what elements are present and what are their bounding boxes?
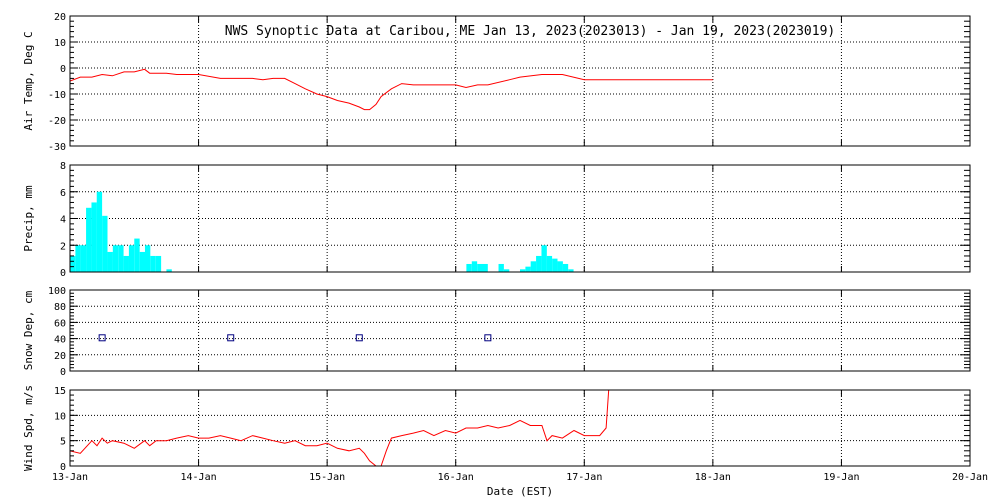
precip-bar (107, 251, 113, 272)
y-tick-label: 20 (54, 12, 66, 23)
precip-bar (482, 263, 488, 272)
panel-2: 100 80 60 40 20 0 Snow Dep, cm (22, 286, 971, 378)
y-tick-label: 20 (54, 351, 66, 362)
precip-bar (144, 245, 151, 272)
precip-bar (123, 255, 129, 272)
precip-bar (128, 245, 135, 272)
y-tick-label: 100 (48, 286, 66, 297)
y-axis-label: Precip, mm (22, 185, 35, 252)
y-tick-label: -10 (48, 90, 66, 101)
precip-bar (536, 255, 542, 272)
precip-bar (568, 269, 574, 272)
precip-bar (503, 269, 510, 272)
precip-bar (139, 251, 146, 272)
x-tick-label: 19-Jan (823, 472, 859, 483)
x-tick-label: 20-Jan (952, 472, 988, 483)
panel-1-data (70, 191, 574, 272)
precip-bar (546, 255, 553, 272)
chart-title: NWS Synoptic Data at Caribou, ME Jan 13,… (225, 24, 835, 39)
y-tick-label: 0 (60, 367, 66, 378)
panel-0: 20 10 0 -10 -20 -30 Air Temp, Deg C (22, 12, 971, 153)
precip-bar (96, 191, 103, 272)
y-tick-label: 0 (60, 462, 66, 473)
precip-bar (75, 245, 81, 272)
snow-depth-point (355, 334, 363, 342)
series-line (70, 68, 713, 111)
y-tick-label: 80 (54, 302, 66, 313)
panel-frame (69, 389, 971, 467)
precip-bar (466, 263, 472, 272)
precip-bar (80, 245, 87, 272)
precip-bar (134, 238, 140, 272)
x-tick-label: 15-Jan (309, 472, 345, 483)
precip-bar (91, 202, 97, 272)
precip-bar (530, 261, 537, 272)
precip-bar (112, 245, 119, 272)
precip-bar (557, 261, 563, 272)
y-axis-label: Air Temp, Deg C (22, 31, 35, 130)
y-tick-label: 5 (60, 437, 66, 448)
x-tick-label: 14-Jan (181, 472, 217, 483)
panel-1: 8 6 4 2 0 Precip, mm (22, 161, 971, 279)
panel-frame (69, 15, 971, 147)
y-tick-label: 60 (54, 318, 66, 329)
precip-bar (86, 207, 92, 272)
precip-bar (477, 263, 483, 272)
x-tick-label: 16-Jan (438, 472, 474, 483)
precip-bar (525, 266, 531, 272)
snow-depth-point (227, 334, 235, 342)
precip-bar (166, 269, 172, 272)
y-tick-label: 10 (54, 411, 66, 422)
x-tick-label: 18-Jan (695, 472, 731, 483)
panel-frame (69, 289, 971, 372)
y-tick-label: 0 (60, 268, 66, 279)
precip-bar (541, 245, 547, 272)
precip-bar (562, 263, 569, 272)
x-axis-label: Date (EST) (487, 485, 553, 498)
panel-3-data (70, 390, 610, 466)
y-axis-label: Snow Dep, cm (22, 290, 35, 370)
x-tick-label: 17-Jan (566, 472, 602, 483)
precip-bar (118, 245, 124, 272)
panel-2-data (98, 334, 492, 342)
series-line (70, 390, 610, 466)
panel-3: 15 10 5 0 Wind Spd, m/s (22, 385, 971, 473)
precip-bar (150, 255, 156, 272)
precip-bar (498, 263, 504, 272)
y-axis-label: Wind Spd, m/s (22, 385, 35, 471)
precip-bar (70, 255, 76, 272)
y-tick-label: -20 (48, 116, 66, 127)
y-tick-label: 15 (54, 386, 66, 397)
x-tick-label: 13-Jan (52, 472, 88, 483)
y-tick-label: 6 (60, 188, 66, 199)
panel-0-data (70, 68, 713, 111)
y-tick-label: 2 (60, 241, 66, 252)
y-tick-label: -30 (48, 142, 66, 153)
y-tick-label: 10 (54, 38, 66, 49)
snow-depth-point (98, 334, 106, 342)
precip-bar (471, 261, 478, 272)
y-tick-label: 40 (54, 335, 66, 346)
precip-bar (552, 258, 558, 272)
precip-bar (155, 255, 162, 272)
y-tick-label: 4 (60, 215, 66, 226)
precip-bar (520, 269, 526, 272)
precip-bar (102, 215, 108, 272)
snow-depth-point (484, 334, 492, 342)
y-tick-label: 0 (60, 64, 66, 75)
y-tick-label: 8 (60, 161, 66, 172)
